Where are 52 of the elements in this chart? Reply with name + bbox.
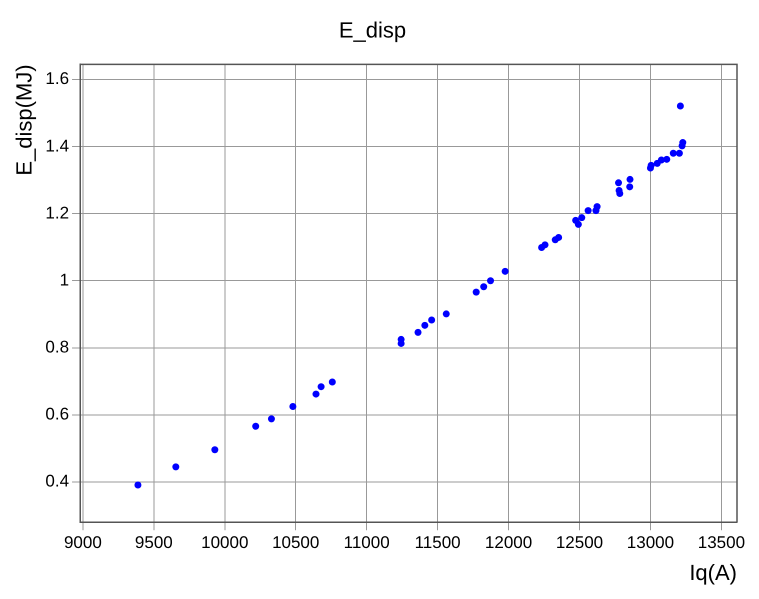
y-tick-label: 0.8 [45,337,70,356]
point [542,241,549,248]
point [414,328,422,336]
point [663,156,670,163]
point [670,150,677,157]
point [472,288,480,296]
point [268,415,275,422]
y-tick-label: 0.6 [45,404,70,424]
chart-title: E_disp [338,17,406,42]
point [615,179,622,186]
point [502,268,509,275]
x-tick-label: 10500 [272,533,320,552]
point [172,463,180,470]
point [442,310,450,318]
x-tick-label: 12000 [484,533,532,552]
x-tick-label: 11500 [414,533,461,552]
point [626,176,634,183]
x-tick-label: 9000 [64,533,102,552]
point [328,378,336,386]
point [574,220,582,228]
point [318,383,325,390]
x-tick-label: 10000 [201,533,248,552]
point [211,446,218,454]
y-tick-label: 1.6 [45,69,70,88]
x-tick-label: 9500 [134,533,173,552]
y-tick-label: 1.2 [45,203,70,222]
point [594,203,601,210]
point [555,234,562,241]
y-tick-label: 1 [60,270,70,290]
point [626,183,634,190]
x-tick-label: 13000 [626,533,674,552]
y-tick-label: 0.4 [45,472,70,491]
point [578,214,586,222]
y-axis-title: E_disp(MJ) [11,64,36,176]
point [480,283,488,290]
point [676,102,684,110]
point [312,390,320,398]
point [252,422,260,430]
x-tick-label: 12500 [556,533,604,552]
point [584,207,592,214]
y-tick-label: 1.4 [45,136,70,156]
x-tick-label: 11000 [344,533,390,552]
x-tick-label: 13500 [698,533,746,552]
point [616,190,624,198]
point [421,322,428,329]
x-axis-title: Iq(A) [689,560,737,585]
point [487,277,494,284]
point [676,150,683,157]
point [134,481,142,488]
point [428,316,436,324]
point [289,402,296,410]
point [648,162,655,169]
